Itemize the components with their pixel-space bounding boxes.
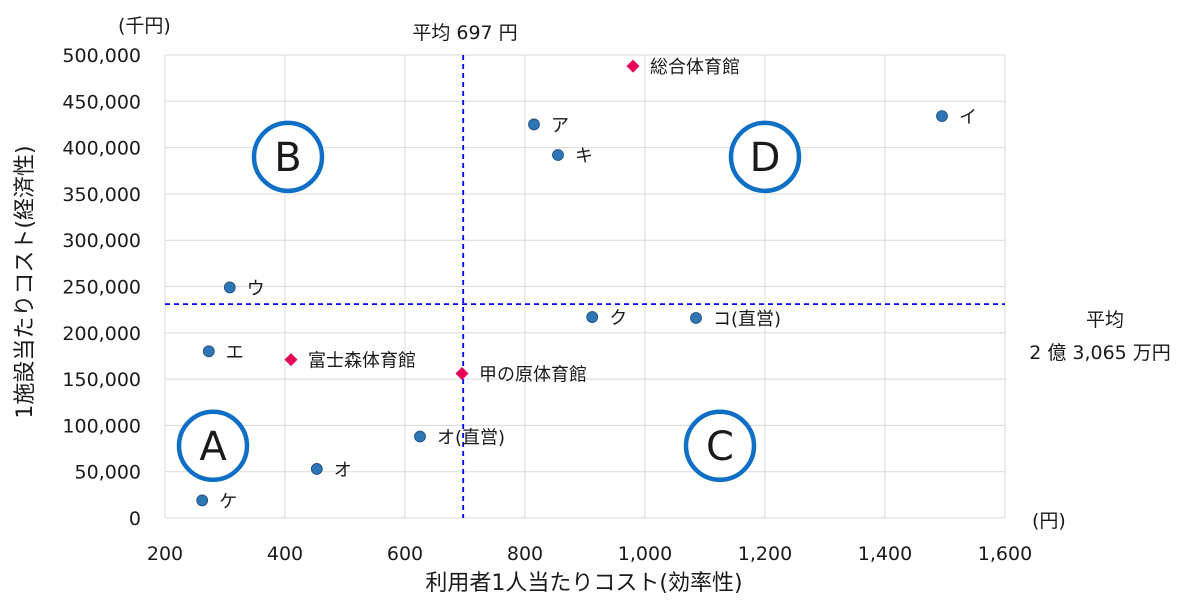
y-tick-label: 300,000 bbox=[62, 230, 141, 252]
point-label: コ(直営) bbox=[713, 309, 781, 330]
chart-text: (千円) (円) 利用者1人当たりコスト(効率性) 1施設当たりコスト(経済性)… bbox=[13, 15, 1171, 596]
y-tick-label: 0 bbox=[129, 508, 141, 530]
circle-point bbox=[528, 118, 540, 131]
x-average-label: 平均 697 円 bbox=[412, 22, 517, 44]
point-label: ウ bbox=[247, 278, 265, 299]
x-tick-label: 600 bbox=[387, 543, 423, 565]
point-label: 総合体育館 bbox=[650, 57, 740, 78]
circle-point bbox=[414, 430, 426, 443]
quadrant-label: D bbox=[750, 135, 781, 181]
y-tick-label: 100,000 bbox=[62, 415, 141, 437]
point-label: オ bbox=[334, 460, 352, 481]
point-label: エ bbox=[226, 342, 244, 363]
x-tick-label: 1,200 bbox=[738, 543, 792, 565]
quadrant-circle bbox=[251, 120, 325, 194]
circle-point bbox=[196, 494, 209, 507]
y-tick-label: 250,000 bbox=[62, 277, 141, 299]
quadrant-circle bbox=[176, 409, 250, 483]
y-tick-label: 450,000 bbox=[62, 91, 141, 113]
point-label: ク bbox=[609, 308, 627, 329]
grid-lines bbox=[164, 54, 1006, 519]
point-label: キ bbox=[575, 146, 593, 167]
y-tick-label: 200,000 bbox=[62, 323, 141, 345]
circle-point bbox=[690, 312, 702, 324]
quadrant-label: B bbox=[274, 135, 301, 181]
circle-point bbox=[586, 311, 599, 323]
point-label: 甲の原体育館 bbox=[479, 365, 587, 386]
point-label: オ(直営) bbox=[437, 428, 505, 449]
x-axis-title: 利用者1人当たりコスト(効率性) bbox=[425, 571, 742, 596]
y-tick-label: 50,000 bbox=[75, 462, 141, 484]
circle-point bbox=[202, 345, 215, 358]
point-label: イ bbox=[959, 107, 977, 128]
y-axis-title: 1施設当たりコスト(経済性) bbox=[13, 145, 38, 418]
average-lines bbox=[165, 55, 1005, 518]
x-tick-label: 400 bbox=[267, 543, 303, 565]
y-tick-label: 500,000 bbox=[62, 45, 141, 67]
point-label: ケ bbox=[219, 491, 237, 512]
diamond-point bbox=[455, 367, 469, 381]
point-label: ア bbox=[551, 115, 569, 136]
diamond-point bbox=[626, 59, 640, 73]
x-tick-label: 1,400 bbox=[858, 543, 912, 565]
y-unit-label: (千円) bbox=[118, 15, 171, 37]
x-tick-label: 1,600 bbox=[978, 543, 1032, 565]
axis-ticks: 0 50,000 100,000 150,000 200,000 250,000 300,0… bbox=[62, 45, 1032, 565]
x-tick-label: 1,000 bbox=[618, 543, 672, 565]
quadrant-markers: A B C D bbox=[176, 120, 802, 483]
quadrant-label: C bbox=[706, 424, 734, 470]
y-tick-label: 350,000 bbox=[62, 184, 141, 206]
circle-point bbox=[223, 281, 236, 294]
quadrant-circle bbox=[728, 120, 802, 194]
diamond-point bbox=[284, 353, 298, 367]
y-average-label-line2: 2 億 3,065 万円 bbox=[1029, 342, 1171, 364]
circle-point bbox=[552, 149, 564, 161]
circle-point bbox=[936, 110, 948, 123]
x-tick-label: 800 bbox=[507, 543, 543, 565]
y-average-label-line1: 平均 bbox=[1086, 309, 1124, 331]
point-label: 富士森体育館 bbox=[308, 351, 416, 372]
quadrant-circle bbox=[683, 409, 757, 483]
y-tick-label: 400,000 bbox=[62, 138, 141, 160]
quadrant-label: A bbox=[199, 424, 227, 470]
x-tick-label: 200 bbox=[147, 543, 183, 565]
x-unit-label: (円) bbox=[1032, 510, 1066, 532]
y-tick-label: 150,000 bbox=[62, 369, 141, 391]
circle-point bbox=[310, 463, 323, 475]
